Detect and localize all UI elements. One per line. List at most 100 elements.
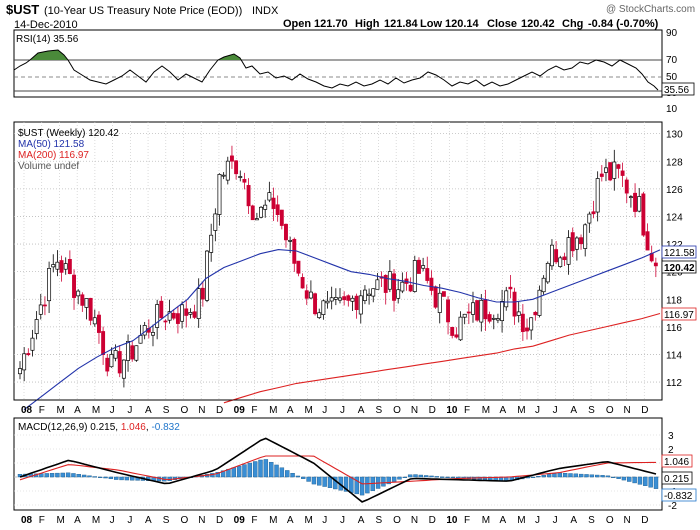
macd-histogram-bar [322,476,327,487]
x-axis-label: J [535,515,540,526]
rsi-line [13,49,659,91]
x-axis-label: 10 [446,515,458,526]
chg-label: Chg [562,18,583,30]
macd-histogram-bar [541,475,546,478]
x-axis-label: M [92,515,100,526]
price-tick: 124 [666,212,683,223]
macd-histogram-bar [108,476,114,479]
candle-body [620,170,625,176]
x-axis-label: F [251,405,257,416]
macd-histogram-bar [215,472,220,478]
candle-body [545,262,550,283]
candle-body [437,292,442,313]
candle-body [475,300,480,321]
macd-histogram-bar [247,462,253,478]
x-axis-label: A [74,515,81,526]
x-axis-label: 10 [446,405,458,416]
macd-histogram-bar [562,473,568,478]
candle-body [105,357,110,372]
candle-body [487,314,492,322]
x-axis-label: D [641,405,648,416]
macd-tick: -2 [668,501,677,512]
macd-histogram-bar [65,472,71,478]
candle-body [142,325,147,336]
x-axis-label: J [535,405,540,416]
candle-body [55,261,60,270]
candle-body [412,260,417,292]
candle-body [308,291,313,299]
macd-histogram-bar [103,476,108,479]
candle-body [479,299,484,323]
macd-histogram-bar [391,476,397,482]
macd-label-hist: -0.832 [151,422,180,433]
close-badge: 120.42 [664,263,695,274]
x-axis-label: A [145,405,152,416]
candle-body [200,287,205,300]
candle-body [495,318,500,321]
candle-body [180,304,185,322]
price-legend-ma200: MA(200) 116.97 [18,150,89,161]
candle-body [624,179,629,194]
candle-body [554,249,559,263]
price-panel: 130128126124122120118116114112 $UST (Wee… [13,121,697,411]
x-axis-label: J [322,405,327,416]
macd-histogram-bar [637,476,643,485]
candle-body [151,332,155,336]
x-axis-label: M [482,515,490,526]
x-axis-label: M [482,405,490,416]
x-axis-label: O [393,405,401,416]
candle-body [209,234,214,253]
candle-body [288,240,293,242]
x-axis-label: M [269,405,277,416]
macd-histogram-bar [231,467,236,478]
macd-histogram-bar [407,474,413,478]
price-frame [13,121,663,401]
candle-body [313,293,318,315]
macd-histogram-bar [429,475,434,478]
macd-histogram-bar [386,476,391,485]
x-axis-label: J [110,405,115,416]
macd-histogram-bar [536,475,541,478]
rsi-value-badge: 35.56 [664,85,689,96]
macd-signal-badge: 1.046 [664,457,689,468]
rsi-tick-70: 70 [666,55,678,66]
macd-hist-badge-box [661,488,697,502]
candle-body [462,313,467,318]
candle-body [304,290,309,299]
macd-histogram-bar [49,473,55,478]
x-axis-label: J [127,405,132,416]
price-tick: 114 [666,350,682,361]
candle-body [250,205,255,221]
x-axis-label: A [74,405,81,416]
candle-body [358,295,363,315]
x-axis-label: F [464,405,470,416]
macd-tick: 3 [668,431,674,442]
candle-body [583,224,588,249]
macd-tick: 2 [668,445,674,456]
rsi-frame [13,29,663,98]
macd-value-badge-box [661,471,693,485]
candle-body [163,320,168,323]
candle-body [72,274,76,298]
ma200-badge: 116.97 [664,310,694,321]
x-axis-label: M [92,405,100,416]
x-axis-label: A [358,515,365,526]
chg-value: -0.84 (-0.70%) [588,18,659,30]
macd-histogram-bar [413,474,418,478]
candle-body [441,291,446,297]
candle-body [126,340,131,361]
macd-histogram-bar [274,464,279,478]
macd-histogram-bar [643,476,648,486]
macd-histogram-bar [568,473,573,478]
price-tick: 116 [666,323,682,334]
x-axis-label: A [570,405,577,416]
price-gridlines [14,133,662,383]
candle-body [570,232,575,252]
candle-body [225,160,230,181]
macd-histogram-bar [268,461,274,478]
x-axis-label: A [570,515,577,526]
x-axis-label: F [251,515,257,526]
x-axis-label: N [198,515,205,526]
x-axis-top: 08 F M A M J J A S O N D 09 F M A M J J A S O N D 10 F M A M J J A S O N D [14,399,662,416]
macd-histogram-bar [402,476,408,479]
